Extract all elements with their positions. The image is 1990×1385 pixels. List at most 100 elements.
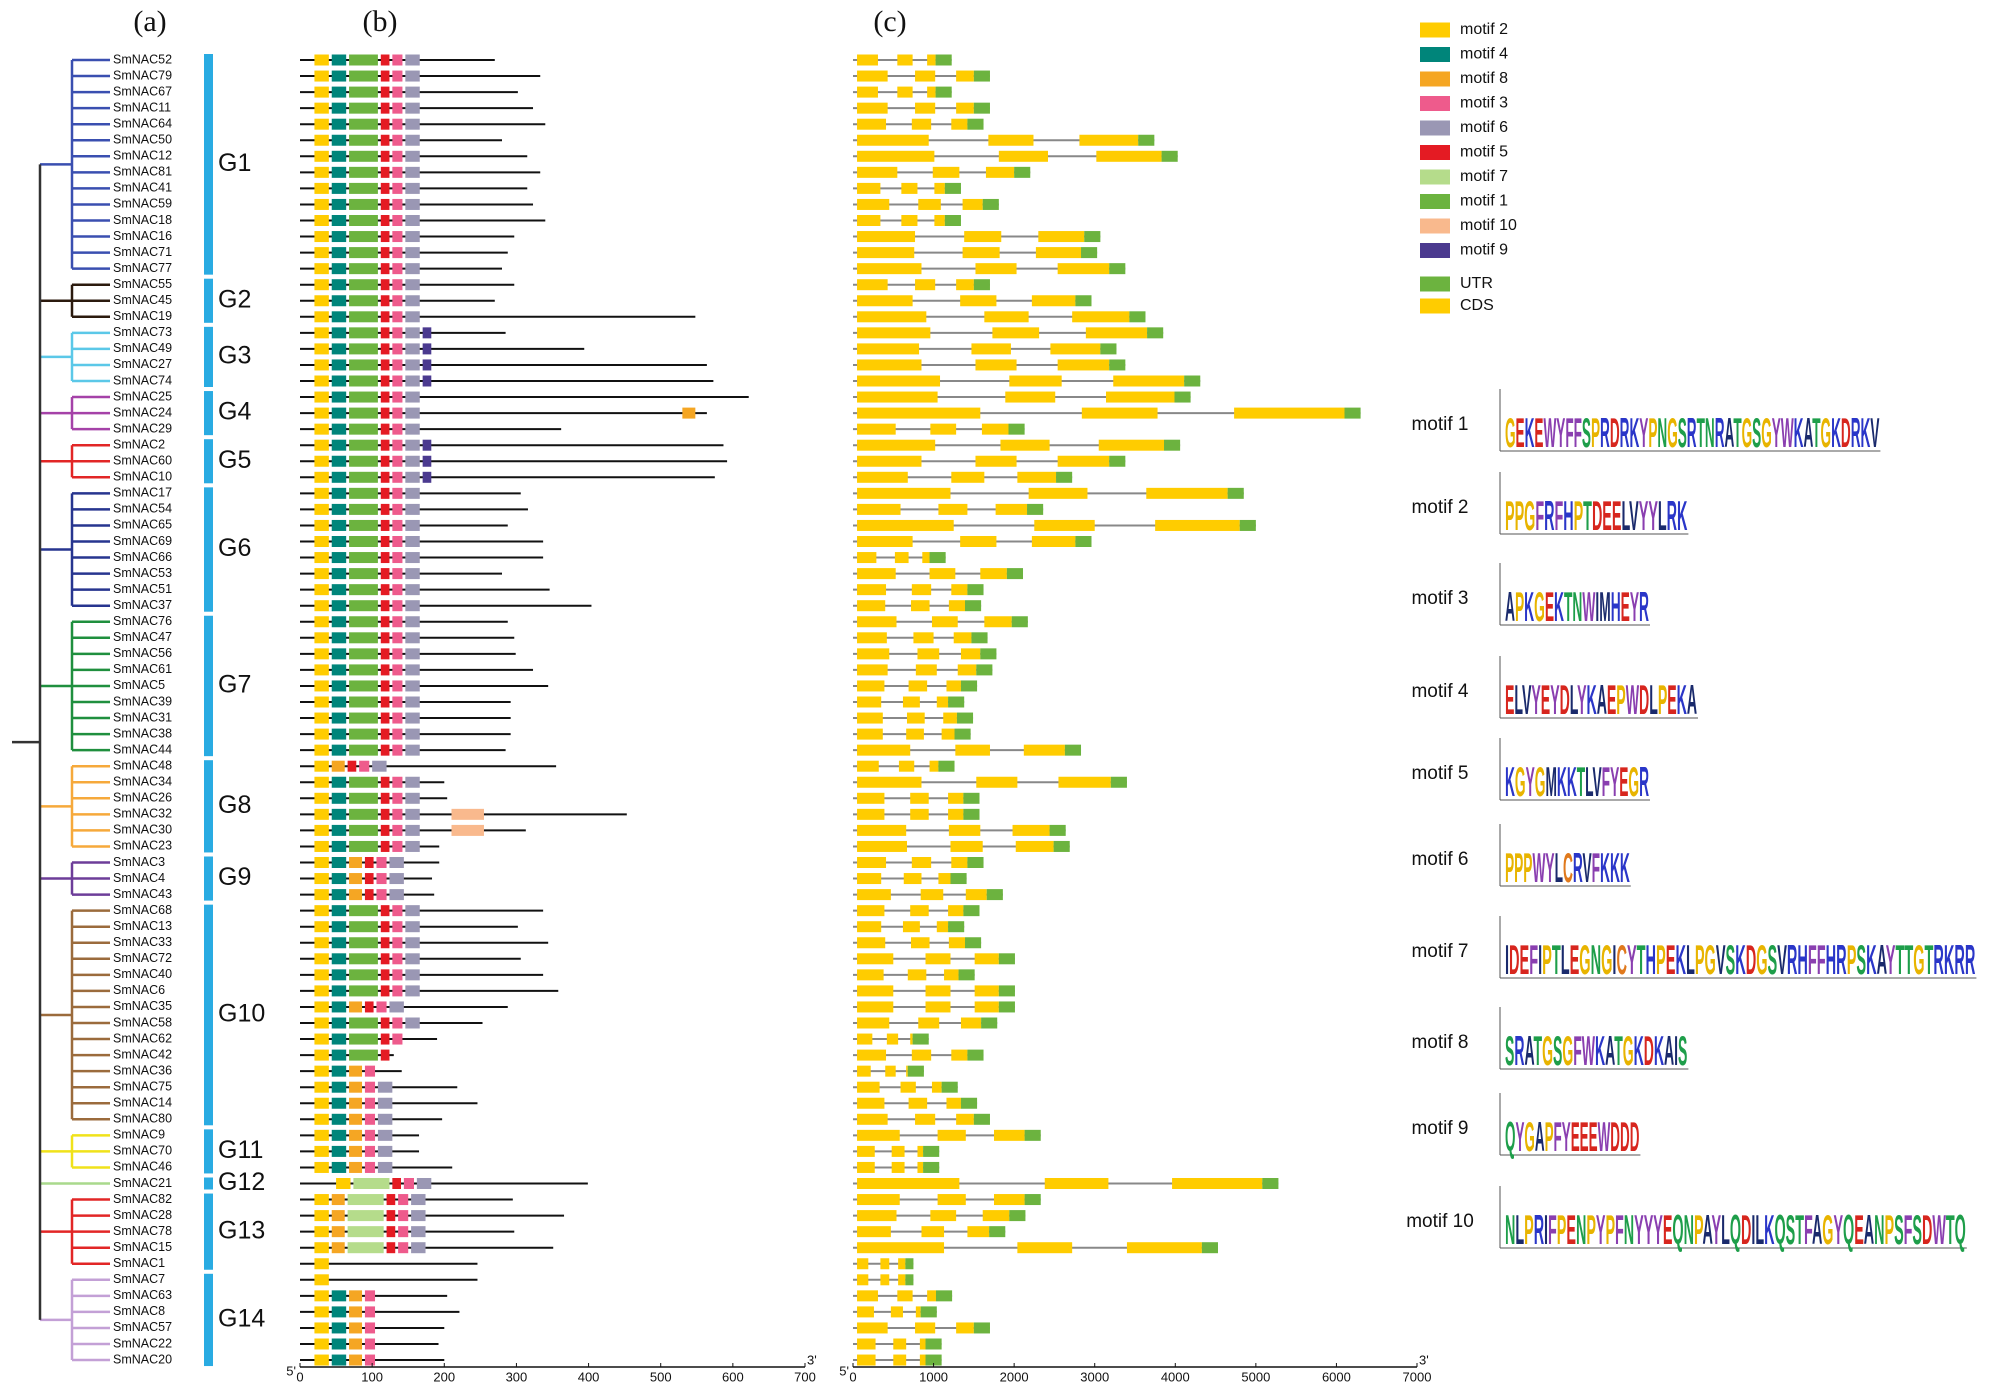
motif-box [405, 568, 420, 580]
logo-letter: I [1595, 583, 1599, 630]
motif-box [314, 1242, 329, 1254]
logo-letter: I [1505, 936, 1509, 983]
logo-letter: L [1755, 1206, 1764, 1253]
motif-box [411, 1226, 426, 1238]
cds-box [897, 86, 913, 98]
gene-name: SmNAC30 [113, 823, 172, 837]
cds-box [1005, 391, 1056, 403]
logo-letter: E [1666, 936, 1676, 983]
motif-box [331, 760, 345, 772]
motif-box [392, 1178, 401, 1189]
logo-letter: G [1534, 583, 1545, 630]
motif-box [331, 728, 347, 740]
cds-box [857, 343, 920, 355]
utr-box [973, 1322, 990, 1334]
logo-letter: S [1678, 1027, 1687, 1074]
logo-letter: N [1684, 1206, 1694, 1253]
logo-letter: H [1611, 583, 1621, 630]
motif-box [405, 808, 420, 820]
cds-box [910, 905, 929, 917]
cds-box [857, 1226, 891, 1238]
legend-swatch [1420, 47, 1450, 62]
logo-letter: E [1541, 676, 1550, 723]
motif-box [380, 744, 390, 756]
motif-box [422, 455, 432, 467]
logo-letter: C [1563, 844, 1573, 891]
gene-name: SmNAC63 [113, 1288, 172, 1302]
group-label: G13 [218, 1216, 265, 1244]
logo-letter: H [1646, 936, 1657, 983]
gene-name: SmNAC19 [113, 309, 172, 323]
motif-box [392, 231, 403, 243]
cds-box [1035, 247, 1082, 259]
logo-letter: D [1630, 1113, 1640, 1160]
cds-box [857, 1322, 888, 1334]
motif-box [392, 487, 403, 499]
legend-label: UTR [1460, 275, 1493, 292]
motif-box [314, 1354, 329, 1366]
logo-letter: P [1695, 936, 1705, 983]
motif-box [422, 439, 432, 451]
motif-box [314, 407, 329, 419]
cds-box [857, 1161, 875, 1173]
utr-box [1110, 776, 1127, 788]
cds-box [1126, 1242, 1202, 1254]
utr-box [905, 1258, 914, 1270]
gene-name: SmNAC44 [113, 742, 172, 756]
logo-letter: D [1922, 1206, 1932, 1253]
logo-letter: T [1583, 492, 1592, 539]
tick-label: 0 [849, 1369, 856, 1384]
motif-box [398, 1226, 409, 1238]
motif-box [314, 1097, 329, 1109]
cds-box [925, 985, 951, 997]
logo-letter: R [1836, 936, 1847, 983]
motif-box [405, 54, 420, 66]
utr-box [1201, 1242, 1218, 1254]
logo-letter: P [1656, 936, 1666, 983]
motif-box [364, 1001, 374, 1013]
utr-box [923, 1161, 940, 1173]
logo-letter: T [1564, 583, 1573, 630]
cds-box [898, 1274, 906, 1286]
motif-box [349, 1049, 378, 1061]
motif-box [314, 215, 329, 226]
logo-letter: P [1514, 844, 1523, 891]
motif-box [314, 231, 329, 243]
motif-box [349, 648, 378, 660]
motif-box [405, 712, 420, 724]
group-bar [204, 760, 213, 853]
motif-box [392, 295, 403, 307]
motif-box [392, 728, 403, 740]
cds-box [857, 728, 883, 740]
logo-letter: D [1610, 1113, 1620, 1160]
logo-letter: F [1592, 844, 1600, 891]
motif-box [389, 873, 404, 885]
cds-box [857, 263, 922, 275]
motif-box [349, 857, 363, 868]
motif-box [349, 343, 378, 355]
motif-box [331, 792, 347, 804]
motif-box [380, 519, 390, 531]
cds-box [857, 134, 929, 146]
motif-box [314, 664, 329, 676]
cds-box [894, 552, 909, 564]
cds-box [885, 1065, 896, 1077]
axis-end-label: 3' [1419, 1352, 1429, 1367]
cds-box [897, 1290, 913, 1302]
motif-box [380, 471, 390, 483]
motif-box [349, 1113, 363, 1125]
legend-label: motif 8 [1460, 70, 1508, 87]
motif-box [392, 391, 403, 403]
motif-box [405, 471, 420, 483]
cds-box [951, 118, 968, 130]
utr-box [958, 969, 975, 981]
motif-box [349, 552, 378, 564]
cds-box [857, 568, 896, 580]
legend-label: motif 10 [1460, 217, 1517, 234]
cds-box [1085, 327, 1148, 339]
motif-box [392, 712, 403, 724]
cds-box [915, 664, 937, 676]
motif-box [349, 198, 378, 210]
utr-box [980, 648, 997, 660]
logo-letter: Y [1577, 676, 1586, 723]
